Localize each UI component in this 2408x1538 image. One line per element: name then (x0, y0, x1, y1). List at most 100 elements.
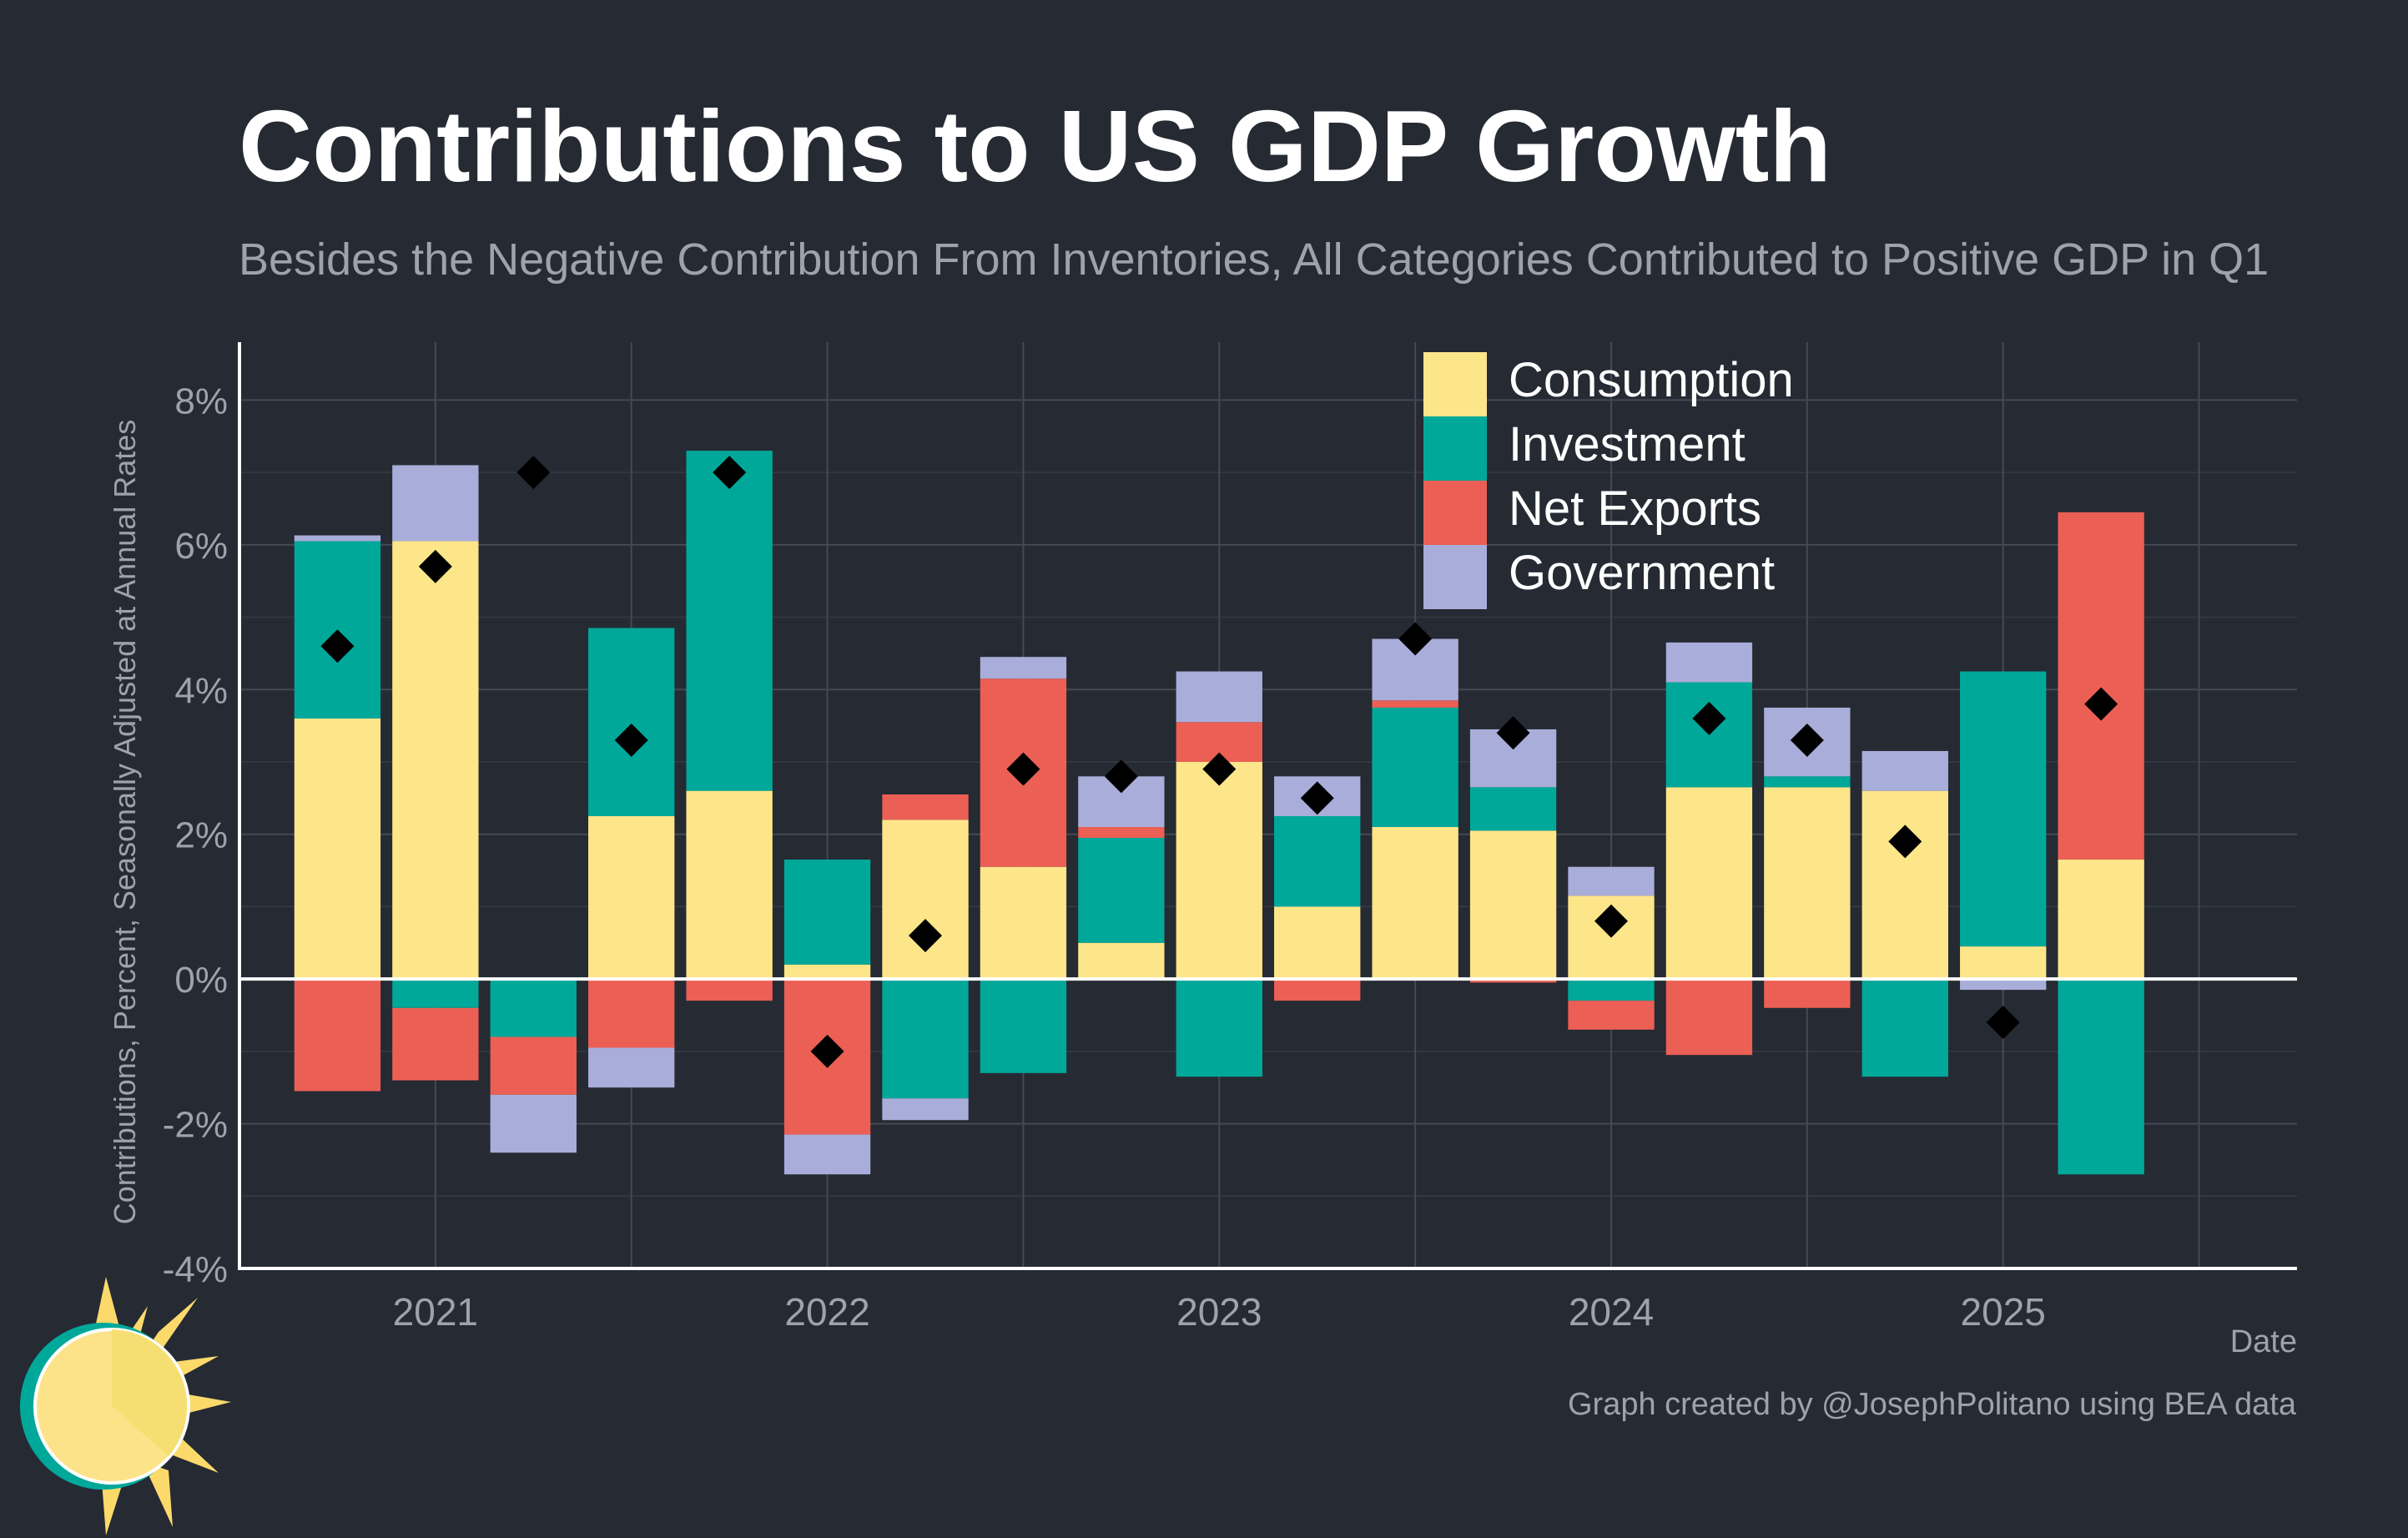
gdp-total-marker (1692, 701, 1726, 735)
gdp-total-marker (516, 456, 551, 490)
gdp-marker-layer (320, 456, 2118, 1068)
x-tick-label: 2021 (393, 1290, 478, 1334)
bar-consumption (1861, 790, 1948, 980)
x-tick-label: 2023 (1176, 1290, 1262, 1334)
bar-net-exports (392, 1007, 479, 1081)
bar-consumption (1469, 830, 1557, 980)
bar-consumption (294, 718, 381, 980)
gdp-total-marker (418, 549, 452, 583)
bar-net-exports (1764, 979, 1851, 1008)
bar-consumption (980, 866, 1067, 980)
bar-investment (1568, 979, 1655, 1001)
bar-investment (490, 979, 577, 1037)
gdp-total-marker (1006, 752, 1040, 786)
bar-government (980, 657, 1067, 679)
y-tick-label: 8% (174, 381, 228, 421)
bar-government (392, 465, 479, 542)
gdp-total-marker (810, 1034, 844, 1068)
chart-title: Contributions to US GDP Growth (239, 89, 1831, 203)
bar-consumption (1176, 761, 1262, 980)
gdp-total-marker (1202, 752, 1237, 786)
bar-consumption (588, 816, 675, 980)
gdp-total-marker (1398, 622, 1433, 656)
bar-government (1176, 671, 1262, 723)
gdp-total-marker (1594, 904, 1628, 938)
legend-label: Consumption (1509, 353, 1794, 407)
y-tick-label: 6% (174, 526, 228, 567)
gdp-total-marker (1986, 1006, 2020, 1040)
bar-investment (882, 979, 969, 1099)
gdp-total-marker (909, 919, 942, 953)
y-tick-label: -4% (163, 1249, 228, 1290)
bar-government (1861, 750, 1948, 791)
bar-consumption (882, 819, 969, 980)
source-credit: Graph created by @JosephPolitano using B… (1567, 1387, 2296, 1422)
axes: -4% -2% 0% 2% 4% 6% 8% 2021 2022 2023 2024 2025 Cont… (108, 342, 2297, 1359)
bar-net-exports (1372, 700, 1458, 708)
y-tick-label: -2% (163, 1105, 228, 1146)
bar-consumption (1078, 942, 1165, 980)
legend-label: Investment (1509, 417, 1746, 471)
bar-net-exports (2058, 512, 2144, 860)
bar-investment (1861, 979, 1948, 1077)
bar-investment (1176, 979, 1262, 1077)
bar-consumption (392, 541, 479, 980)
bar-net-exports (1078, 827, 1165, 839)
legend-label: Government (1509, 546, 1775, 600)
x-tick-label: 2022 (784, 1290, 869, 1334)
bar-government (882, 1098, 969, 1121)
bar-investment (686, 451, 773, 791)
bar-investment (1469, 787, 1557, 831)
legend: Consumption Investment Net Exports Governme… (1423, 352, 1794, 609)
bar-net-exports (1665, 979, 1753, 1056)
y-tick-label: 4% (174, 670, 228, 711)
bar-government (294, 535, 381, 542)
gdp-total-marker (320, 629, 355, 663)
gdp-total-marker (1104, 759, 1138, 794)
y-tick-label: 2% (174, 815, 228, 856)
legend-swatch (1423, 416, 1487, 481)
bar-net-exports (1568, 1001, 1655, 1030)
legend-swatch (1423, 352, 1487, 416)
gdp-total-marker (713, 456, 747, 490)
bar-investment (392, 979, 479, 1008)
bar-net-exports (1274, 979, 1361, 1001)
legend-swatch (1423, 545, 1487, 609)
gdp-total-marker (2084, 687, 2118, 721)
bar-consumption (1372, 827, 1458, 980)
bar-investment (1274, 816, 1361, 907)
bar-consumption (1764, 787, 1851, 980)
bar-net-exports (490, 1036, 577, 1095)
sun-logo-icon (20, 1277, 231, 1535)
bar-government (490, 1094, 577, 1153)
bar-consumption (1274, 906, 1361, 980)
bar-investment (783, 860, 871, 965)
chart-subtitle: Besides the Negative Contribution From I… (239, 234, 2269, 285)
legend-label: Net Exports (1509, 482, 1761, 536)
bar-investment (1764, 776, 1851, 788)
x-tick-label: 2025 (1961, 1290, 2046, 1334)
y-axis-title: Contributions, Percent, Seasonally Adjus… (108, 420, 142, 1225)
bar-net-exports (686, 979, 773, 1001)
bar-net-exports (588, 979, 675, 1048)
bar-net-exports (1469, 979, 1557, 983)
gdp-total-marker (1300, 781, 1334, 815)
bar-layer (294, 451, 2144, 1175)
bar-consumption (686, 790, 773, 980)
gdp-total-marker (1790, 723, 1824, 757)
bar-investment (2058, 979, 2144, 1175)
gdp-total-marker (614, 723, 648, 757)
bar-consumption (2058, 860, 2144, 980)
gdp-total-marker (1496, 716, 1530, 750)
x-axis-title: Date (2230, 1324, 2297, 1359)
x-tick-label: 2024 (1569, 1290, 1654, 1334)
bar-consumption (1960, 946, 2047, 980)
bar-investment (980, 979, 1067, 1073)
bar-net-exports (294, 979, 381, 1092)
bar-government (783, 1134, 871, 1175)
bar-net-exports (882, 794, 969, 820)
bar-government (1665, 642, 1753, 683)
legend-swatch (1423, 481, 1487, 545)
bar-investment (1960, 671, 2047, 947)
